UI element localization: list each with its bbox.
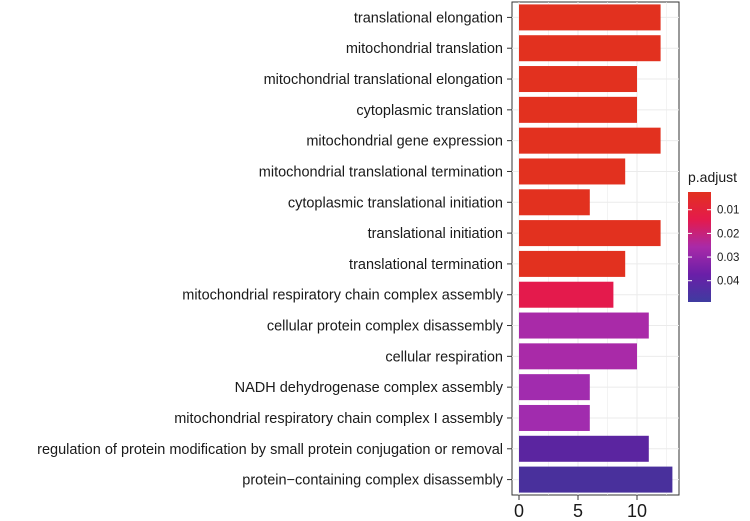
category-label: cytoplasmic translation [356, 103, 503, 119]
bar [519, 404, 590, 431]
category-label: mitochondrial translational elongation [264, 72, 503, 88]
category-label: mitochondrial translational termination [259, 164, 503, 180]
bar [519, 189, 590, 216]
category-label: translational elongation [354, 10, 503, 26]
x-tick-label: 10 [627, 501, 647, 521]
category-label: mitochondrial gene expression [306, 134, 503, 150]
category-label: cellular protein complex disassembly [267, 319, 504, 335]
bar [519, 281, 614, 308]
bar [519, 66, 637, 93]
colorbar-label: 0.04 [717, 276, 740, 288]
colorbar-label: 0.03 [717, 252, 739, 264]
category-label: translational initiation [368, 226, 503, 242]
colorbar-label: 0.02 [717, 228, 739, 240]
category-label: protein−containing complex disassembly [242, 473, 503, 489]
bar [519, 35, 661, 62]
bar [519, 4, 661, 31]
category-label: cellular respiration [385, 349, 503, 365]
colorbar [688, 192, 711, 302]
bar [519, 96, 637, 123]
bar [519, 374, 590, 401]
category-label: mitochondrial respiratory chain complex … [182, 288, 503, 304]
bar [519, 312, 649, 339]
color-legend: p.adjust 0.01 0.02 0.03 0.04 [688, 169, 740, 302]
bar [519, 250, 626, 277]
legend-title: p.adjust [688, 169, 737, 185]
x-tick-label: 5 [573, 501, 583, 521]
bar [519, 220, 661, 247]
x-axis: 0 5 10 [514, 495, 647, 521]
bar [519, 435, 649, 462]
category-labels: translational elongation mitochondrial tr… [37, 10, 512, 489]
category-label: regulation of protein modification by sm… [37, 442, 503, 458]
x-tick-label: 0 [514, 501, 524, 521]
category-label: mitochondrial translation [346, 41, 503, 57]
bar [519, 343, 637, 370]
category-label: NADH dehydrogenase complex assembly [235, 380, 504, 396]
category-label: mitochondrial respiratory chain complex … [174, 411, 504, 427]
category-label: translational termination [349, 257, 503, 273]
bar [519, 466, 673, 493]
colorbar-label: 0.01 [717, 205, 739, 217]
bar [519, 158, 626, 185]
bar [519, 127, 661, 154]
category-label: cytoplasmic translational initiation [288, 195, 503, 211]
bars [519, 4, 673, 493]
